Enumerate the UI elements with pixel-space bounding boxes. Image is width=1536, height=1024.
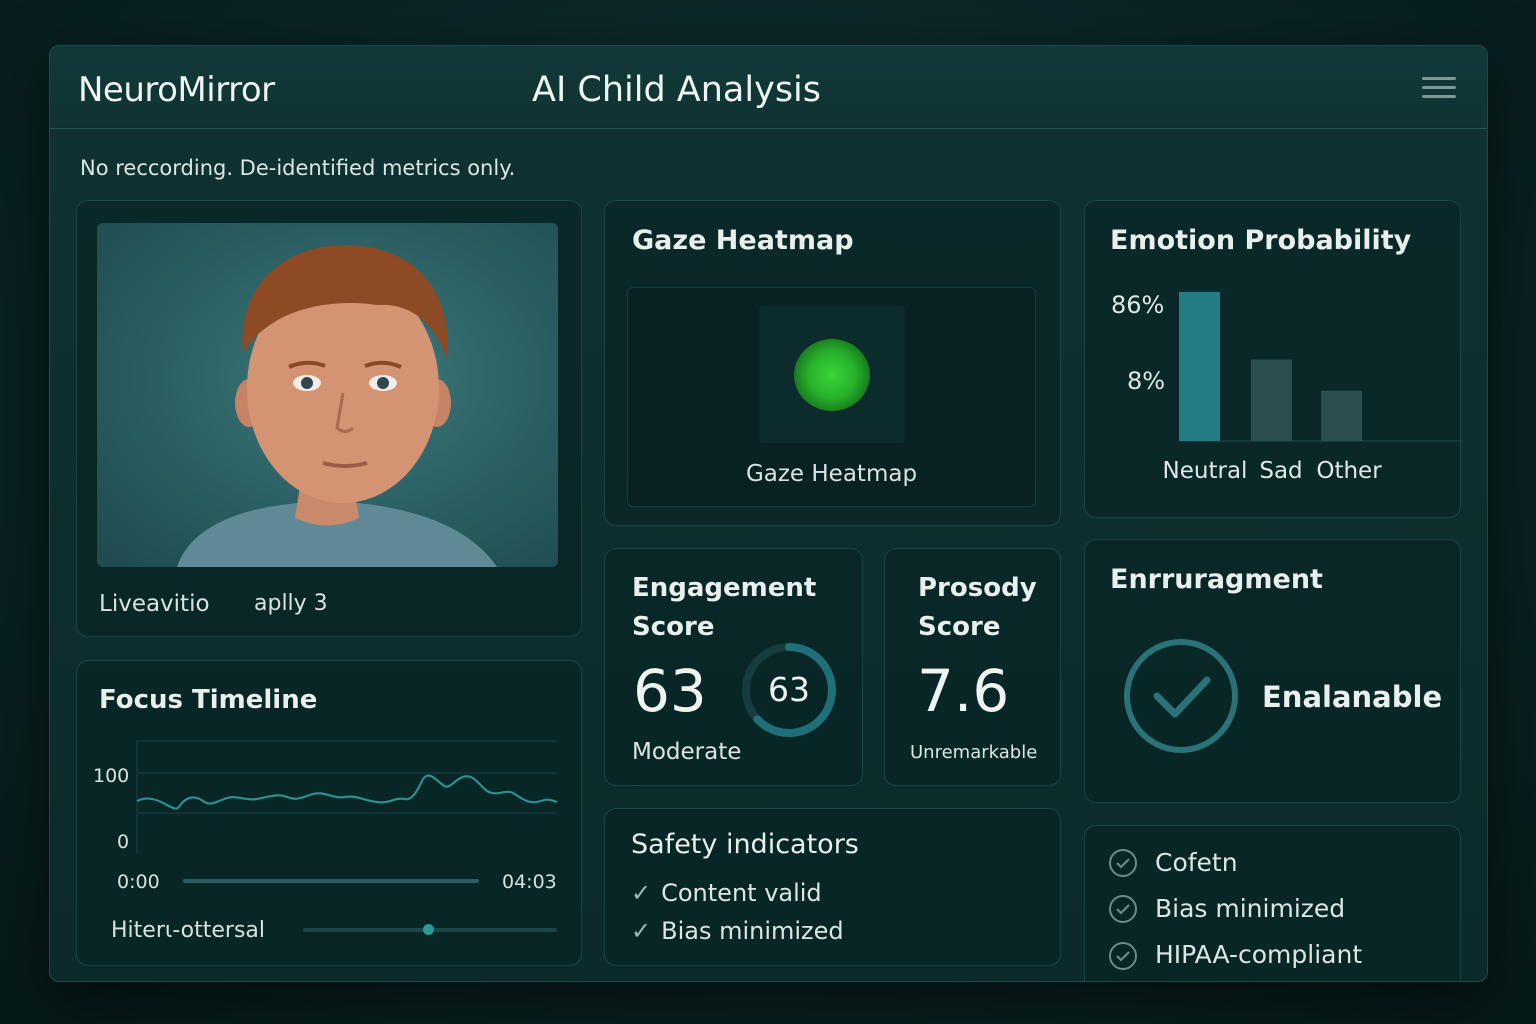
focus-timeline-card: Focus Timeline 100 0 0:00 04:03 Hiterɩ-o… <box>76 660 582 966</box>
engagement-title-line1: Engagement <box>632 573 817 603</box>
check-circle-icon <box>1109 942 1137 970</box>
compliance-item-3: HIPAA-compliant <box>1155 940 1363 969</box>
timeline-end-time: 04:03 <box>502 871 557 893</box>
emotion-category-other: Other <box>1316 458 1382 484</box>
privacy-notice: No reccording. De-identified metrics onl… <box>80 156 516 180</box>
emotion-bar-other <box>1321 390 1362 441</box>
compliance-item-2: Bias minimized <box>1155 894 1346 923</box>
emotion-category-neutral: Neutral <box>1162 458 1248 484</box>
emotion-tick-low: 8% <box>1127 367 1166 395</box>
gaze-heatmap-label: Gaze Heatmap <box>745 461 918 487</box>
prosody-title-line2: Score <box>918 612 1001 642</box>
compliance-item-1: Cofetn <box>1155 848 1238 877</box>
enrichment-card: Enrruragment Enalanable <box>1084 539 1461 803</box>
emotion-bar-chart <box>1179 291 1462 442</box>
hamburger-menu-icon[interactable] <box>1422 77 1456 101</box>
timeline-footer-label: Hiterɩ-ottersal <box>111 918 265 943</box>
prosody-score-card: Prosody Score 7.6 Unremarkable <box>884 548 1061 786</box>
engagement-ring <box>742 643 836 737</box>
prosody-level: Unremarkable <box>910 742 1038 763</box>
live-video-card: Liveavitio aplly 3 <box>76 200 582 637</box>
engagement-score-value: 63 <box>633 657 707 725</box>
engagement-ring-value: 63 <box>768 670 810 709</box>
gaze-heatmap-card: Gaze Heatmap Gaze Heatmap <box>604 200 1061 526</box>
app-window: NeuroMirror AI Child Analysis No reccord… <box>49 45 1488 982</box>
page-title: AI Child Analysis <box>532 70 822 110</box>
gaze-heatmap-panel: Gaze Heatmap <box>627 287 1036 507</box>
timeline-start-time: 0:00 <box>117 871 160 893</box>
safety-item-content-valid: ✓ Content valid <box>631 879 822 907</box>
safety-item-label: Content valid <box>661 879 822 907</box>
enrichment-title: Enrruragment <box>1110 564 1323 595</box>
safety-indicators-card: Safety indicators ✓ Content valid ✓ Bias m… <box>604 808 1061 966</box>
focus-timeline-title: Focus Timeline <box>99 685 318 715</box>
prosody-score-value: 7.6 <box>917 657 1010 725</box>
gaze-heatmap-title: Gaze Heatmap <box>632 225 854 256</box>
emotion-category-sad: Sad <box>1259 458 1303 484</box>
timeline-scrubber-track[interactable] <box>183 879 479 883</box>
brand-name: NeuroMirror <box>78 70 275 110</box>
video-caption-left: Liveavitio <box>99 591 210 617</box>
y-axis-bottom-label: 0 <box>117 831 130 853</box>
compliance-card: Cofetn Bias minimized HIPAA-compliant <box>1084 825 1461 981</box>
video-caption-right: aplly 3 <box>254 591 328 616</box>
engagement-title-line2: Score <box>632 612 715 642</box>
timeline-slider-handle[interactable] <box>423 924 434 935</box>
emotion-bar-neutral <box>1179 291 1220 441</box>
y-axis-top-label: 100 <box>93 765 130 787</box>
engagement-score-card: Engagement Score 63 63 Moderate <box>604 548 863 786</box>
enrichment-status: Enalanable <box>1262 680 1443 714</box>
emotion-tick-high: 86% <box>1111 291 1165 319</box>
safety-item-bias-minimized: ✓ Bias minimized <box>631 917 844 945</box>
gaze-heatmap-area <box>759 306 905 443</box>
check-circle-icon <box>1109 849 1137 877</box>
emotion-probability-card: Emotion Probability 86% 8% Neutral Sad O… <box>1084 200 1462 518</box>
child-video-frame <box>97 223 558 567</box>
check-icon: ✓ <box>631 879 652 907</box>
engagement-level: Moderate <box>632 739 742 765</box>
check-circle-icon <box>1109 895 1137 923</box>
child-face-image <box>177 245 497 567</box>
title-bar: NeuroMirror AI Child Analysis <box>50 46 1487 129</box>
emotion-bar-sad <box>1251 359 1292 441</box>
checkmark-circle-icon <box>1124 639 1238 753</box>
safety-item-label: Bias minimized <box>661 917 844 945</box>
prosody-title-line1: Prosody <box>918 573 1037 603</box>
focus-series-line <box>136 774 558 810</box>
check-icon: ✓ <box>631 917 652 945</box>
gaze-hotspot <box>794 339 870 411</box>
safety-title: Safety indicators <box>631 829 859 860</box>
timeline-slider[interactable] <box>303 924 557 935</box>
focus-line-chart <box>136 740 558 853</box>
emotion-probability-title: Emotion Probability <box>1110 225 1412 256</box>
